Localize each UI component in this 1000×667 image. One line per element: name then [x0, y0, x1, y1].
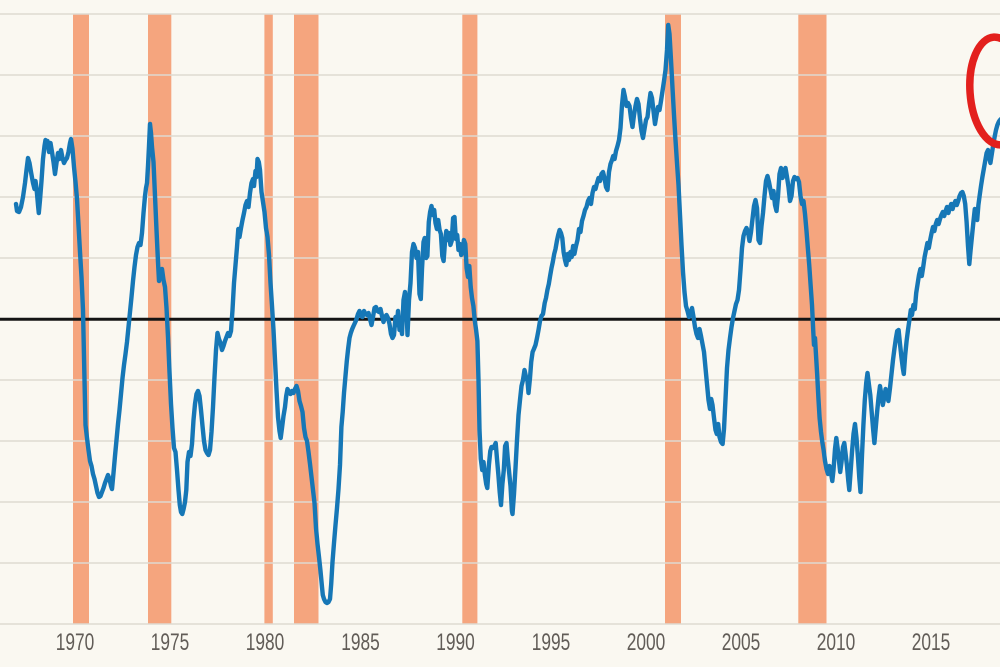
svg-text:1995: 1995	[532, 629, 571, 656]
svg-text:2010: 2010	[817, 629, 856, 656]
svg-text:2015: 2015	[912, 629, 951, 656]
svg-text:1975: 1975	[151, 629, 190, 656]
svg-text:2000: 2000	[627, 629, 666, 656]
svg-text:1990: 1990	[436, 629, 475, 656]
svg-text:2005: 2005	[722, 629, 761, 656]
svg-text:1980: 1980	[246, 629, 285, 656]
svg-text:1970: 1970	[56, 629, 95, 656]
svg-text:1985: 1985	[341, 629, 380, 656]
